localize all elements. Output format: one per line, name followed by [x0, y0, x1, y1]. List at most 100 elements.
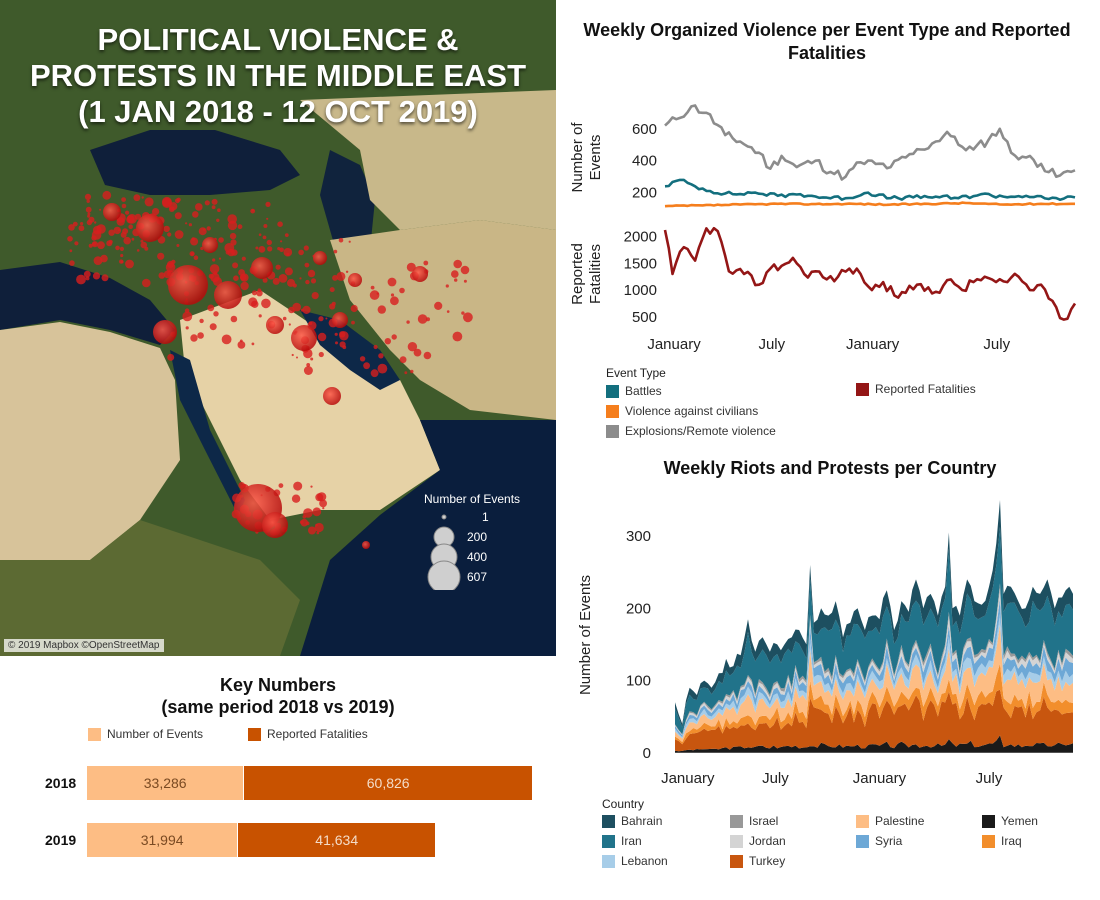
legend-item-syria[interactable]: Syria: [856, 834, 902, 849]
legend-item-violence-civilians[interactable]: Violence against civilians: [606, 404, 758, 419]
event-marker: [410, 369, 414, 374]
legend-swatch: [602, 835, 615, 849]
bar-2018-fatalities[interactable]: 60,826: [244, 766, 532, 800]
series-line-violence-against-civilians[interactable]: [664, 201, 1075, 208]
map-attribution[interactable]: © 2019 Mapbox ©OpenStreetMap: [4, 639, 164, 652]
key-numbers-title-line1: Key Numbers: [219, 675, 337, 695]
event-marker: [118, 229, 121, 232]
x-tick-label: July: [758, 336, 785, 353]
event-marker: [119, 259, 124, 264]
event-marker: [192, 211, 199, 218]
legend-item-turkey[interactable]: Turkey: [730, 854, 785, 869]
event-marker: [308, 526, 316, 535]
legend-item-palestine[interactable]: Palestine: [856, 814, 924, 829]
event-marker: [85, 206, 92, 213]
map-title-line: POLITICAL VIOLENCE &: [97, 22, 459, 57]
y-tick-label: 300: [626, 528, 651, 545]
key-numbers-legend-fatalities[interactable]: Reported Fatalities: [248, 727, 368, 742]
event-marker: [87, 212, 91, 216]
legend-item-explosions[interactable]: Explosions/Remote violence: [606, 424, 776, 439]
event-marker: [212, 258, 216, 262]
map-panel[interactable]: [0, 0, 556, 656]
event-marker: [454, 278, 458, 282]
legend-item-israel[interactable]: Israel: [730, 814, 778, 829]
event-marker: [123, 236, 131, 245]
legend-item-lebanon[interactable]: Lebanon: [602, 854, 668, 869]
event-marker: [265, 201, 271, 207]
riots-chart[interactable]: 0 100 200 300 Number of Events January July Jan…: [560, 490, 1100, 790]
event-marker: [167, 232, 172, 237]
event-marker: [299, 520, 304, 524]
legend-swatch: [856, 383, 869, 397]
bar-2019-events[interactable]: 31,994: [87, 823, 238, 857]
event-marker: [204, 200, 210, 206]
event-marker: [387, 277, 397, 287]
y-tick-label: 600: [632, 121, 657, 138]
x-tick-label: July: [762, 770, 789, 787]
mediterranean-sea: [0, 262, 175, 345]
event-marker: [176, 244, 180, 247]
event-marker: [67, 236, 73, 242]
event-marker-large: [214, 281, 242, 309]
event-marker: [99, 208, 102, 211]
event-marker: [127, 214, 137, 224]
event-marker: [272, 277, 280, 285]
violence-chart-title: Weekly Organized Violence per Event Type…: [583, 20, 1071, 63]
series-line-battles[interactable]: [664, 178, 1076, 201]
event-marker: [238, 269, 246, 276]
event-marker: [241, 256, 246, 261]
violence-chart[interactable]: 200 400 600 Number ofEvents 500 1000 1500 2000 R…: [560, 95, 1100, 360]
event-marker: [185, 326, 189, 330]
map-title-line: PROTESTS IN THE MIDDLE EAST: [29, 58, 527, 93]
area-palestine[interactable]: [675, 624, 1073, 743]
event-marker-large: [262, 512, 288, 538]
legend-item-fatalities[interactable]: Reported Fatalities: [856, 382, 976, 397]
event-marker-large: [202, 237, 218, 253]
event-marker: [280, 240, 283, 243]
legend-label: Iraq: [1001, 834, 1022, 848]
event-marker: [299, 277, 302, 280]
event-marker: [445, 284, 449, 288]
event-marker: [227, 220, 238, 231]
legend-label: Number of Events: [107, 727, 204, 741]
horn-of-africa: [0, 520, 300, 656]
legend-item-iran[interactable]: Iran: [602, 834, 642, 849]
area-lebanon[interactable]: [675, 613, 1073, 739]
key-numbers-legend-events[interactable]: Number of Events: [88, 727, 204, 742]
legend-swatch: [602, 815, 615, 829]
event-marker: [275, 264, 281, 270]
map-canvas[interactable]: [0, 0, 556, 656]
event-type-legend-title: Event Type: [606, 366, 666, 380]
legend-item-battles[interactable]: Battles: [606, 384, 662, 399]
event-marker: [282, 316, 287, 321]
event-marker: [399, 356, 407, 364]
event-marker: [197, 332, 204, 339]
event-marker: [278, 274, 288, 283]
bar-2019-fatalities[interactable]: 41,634: [238, 823, 436, 857]
legend-item-yemen[interactable]: Yemen: [982, 814, 1038, 829]
y-tick-label: 0: [643, 745, 651, 762]
x-tick-label: January: [853, 770, 907, 787]
event-marker: [167, 353, 175, 361]
event-marker: [319, 499, 327, 508]
series-line-reported-fatalities[interactable]: [663, 226, 1077, 321]
legend-item-bahrain[interactable]: Bahrain: [602, 814, 662, 829]
event-marker: [190, 252, 194, 256]
event-marker: [312, 507, 322, 517]
event-marker: [334, 332, 338, 336]
area-turkey[interactable]: [675, 689, 1073, 752]
series-line-explosions-remote-violence[interactable]: [664, 104, 1076, 181]
map-legend-symbols: [427, 514, 461, 590]
black-sea: [90, 130, 300, 195]
area-iran[interactable]: [675, 526, 1073, 735]
event-marker: [267, 246, 273, 252]
bar-2018-events[interactable]: 33,286: [87, 766, 244, 800]
event-marker: [345, 270, 349, 273]
y-axis-label-line: Fatalities: [587, 244, 604, 304]
event-marker: [263, 224, 268, 228]
event-marker: [463, 279, 467, 283]
legend-item-jordan[interactable]: Jordan: [730, 834, 786, 849]
legend-item-iraq[interactable]: Iraq: [982, 834, 1022, 849]
event-marker: [230, 315, 238, 323]
area-yemen[interactable]: [675, 735, 1073, 753]
